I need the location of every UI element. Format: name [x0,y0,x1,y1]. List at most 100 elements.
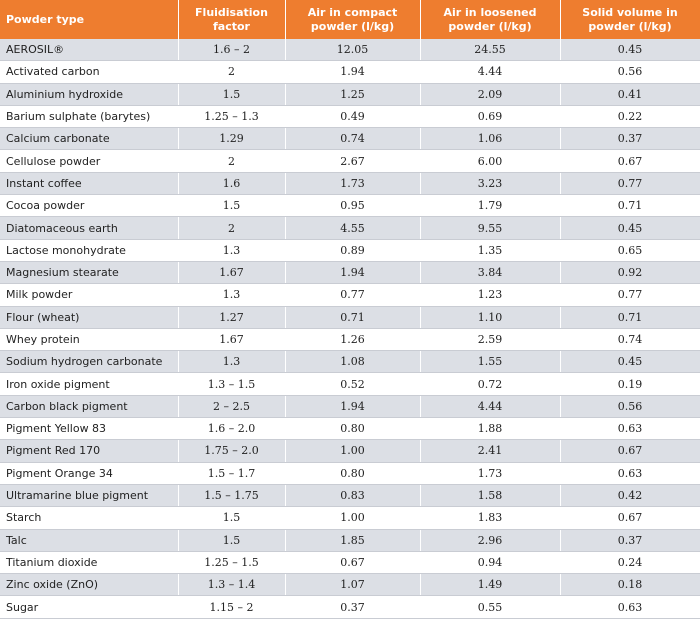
value-cell: 3.23 [420,172,561,196]
value-cell: 0.71 [560,194,700,218]
value-cell: 1.3 – 1.4 [178,573,286,597]
table-body: AEROSIL® 1.6 – 2 12.05 24.55 0.45 Activated c… [0,39,700,619]
powder-name: Titanium dioxide [0,551,179,575]
powder-name: Pigment Red 170 [0,439,179,463]
value-cell: 1.73 [420,462,561,485]
value-cell: 0.67 [560,149,700,173]
value-cell: 1.5 – 1.75 [178,484,286,508]
value-cell: 3.84 [420,261,561,285]
value-cell: 1.6 [178,172,286,196]
value-cell: 1.00 [285,506,421,530]
value-cell: 0.63 [560,462,700,485]
value-cell: 0.89 [285,239,421,262]
value-cell: 0.52 [285,372,421,396]
table-row: Magnesium stearate 1.67 1.94 3.84 0.92 [0,261,700,285]
value-cell: 1.25 [285,83,421,106]
value-cell: 0.77 [560,283,700,307]
header-cell: Powder type [0,0,179,39]
value-cell: 0.71 [285,306,421,329]
value-cell: 0.56 [560,395,700,419]
value-cell: 0.67 [285,551,421,575]
value-cell: 1.00 [285,439,421,463]
powder-name: Whey protein [0,328,179,352]
table-row: Sugar 1.15 – 2 0.37 0.55 0.63 [0,595,700,619]
value-cell: 1.67 [178,261,286,285]
powder-name: Magnesium stearate [0,261,179,285]
powder-name: Aluminium hydroxide [0,83,179,106]
value-cell: 4.55 [285,216,421,240]
value-cell: 0.71 [560,306,700,329]
header-cell: Fluidisation factor [178,0,286,39]
table-row: Pigment Orange 34 1.5 – 1.7 0.80 1.73 0.63 [0,462,700,485]
value-cell: 0.67 [560,506,700,530]
value-cell: 0.63 [560,417,700,441]
powder-name: Cellulose powder [0,149,179,173]
powder-name: Instant coffee [0,172,179,196]
table-row: Carbon black pigment 2 – 2.5 1.94 4.44 0.56 [0,395,700,419]
value-cell: 2.59 [420,328,561,352]
header-cell: Air in loosened powder (l/kg) [420,0,561,39]
value-cell: 1.88 [420,417,561,441]
header-cell: Air in compact powder (l/kg) [285,0,421,39]
powder-name: Starch [0,506,179,530]
value-cell: 0.37 [285,595,421,619]
powder-name: Sodium hydrogen carbonate [0,350,179,374]
value-cell: 0.77 [560,172,700,196]
value-cell: 1.25 – 1.5 [178,551,286,575]
powder-name: Carbon black pigment [0,395,179,419]
value-cell: 1.6 – 2 [178,39,286,62]
value-cell: 0.49 [285,105,421,129]
table-row: Pigment Red 170 1.75 – 2.0 1.00 2.41 0.67 [0,439,700,463]
table-row: Starch 1.5 1.00 1.83 0.67 [0,506,700,530]
header-cell: Solid volume in powder (l/kg) [560,0,700,39]
value-cell: 0.45 [560,216,700,240]
value-cell: 1.49 [420,573,561,597]
value-cell: 0.55 [420,595,561,619]
table-row: Activated carbon 2 1.94 4.44 0.56 [0,60,700,84]
value-cell: 4.44 [420,60,561,84]
table-row: Aluminium hydroxide 1.5 1.25 2.09 0.41 [0,83,700,106]
powder-name: Milk powder [0,283,179,307]
table-row: Lactose monohydrate 1.3 0.89 1.35 0.65 [0,239,700,262]
value-cell: 1.94 [285,261,421,285]
value-cell: 1.08 [285,350,421,374]
table-row: Cellulose powder 2 2.67 6.00 0.67 [0,149,700,173]
table-row: Iron oxide pigment 1.3 – 1.5 0.52 0.72 0.19 [0,372,700,396]
value-cell: 1.5 [178,506,286,530]
table-row: Barium sulphate (barytes) 1.25 – 1.3 0.49 0… [0,105,700,129]
value-cell: 0.24 [560,551,700,575]
value-cell: 0.42 [560,484,700,508]
value-cell: 0.80 [285,417,421,441]
powder-name: Pigment Yellow 83 [0,417,179,441]
value-cell: 2.09 [420,83,561,106]
table-header: Powder type Fluidisation factor Air in com… [0,0,700,39]
powder-name: Sugar [0,595,179,619]
powder-name: Ultramarine blue pigment [0,484,179,508]
value-cell: 1.15 – 2 [178,595,286,619]
value-cell: 0.65 [560,239,700,262]
value-cell: 1.94 [285,395,421,419]
table-row: Diatomaceous earth 2 4.55 9.55 0.45 [0,216,700,240]
powder-name: Pigment Orange 34 [0,462,179,485]
value-cell: 0.22 [560,105,700,129]
value-cell: 0.80 [285,462,421,485]
table-row: Calcium carbonate 1.29 0.74 1.06 0.37 [0,127,700,151]
table-row: Sodium hydrogen carbonate 1.3 1.08 1.55 0.45 [0,350,700,374]
table-row: Zinc oxide (ZnO) 1.3 – 1.4 1.07 1.49 0.18 [0,573,700,597]
value-cell: 1.27 [178,306,286,329]
value-cell: 0.74 [560,328,700,352]
value-cell: 1.10 [420,306,561,329]
value-cell: 1.3 [178,283,286,307]
powder-name: Lactose monohydrate [0,239,179,262]
value-cell: 4.44 [420,395,561,419]
value-cell: 1.5 – 1.7 [178,462,286,485]
powder-name: Activated carbon [0,60,179,84]
value-cell: 0.45 [560,39,700,62]
value-cell: 6.00 [420,149,561,173]
value-cell: 0.63 [560,595,700,619]
table-row: AEROSIL® 1.6 – 2 12.05 24.55 0.45 [0,39,700,62]
value-cell: 0.67 [560,439,700,463]
table-row: Ultramarine blue pigment 1.5 – 1.75 0.83 1.… [0,484,700,508]
value-cell: 2 [178,216,286,240]
